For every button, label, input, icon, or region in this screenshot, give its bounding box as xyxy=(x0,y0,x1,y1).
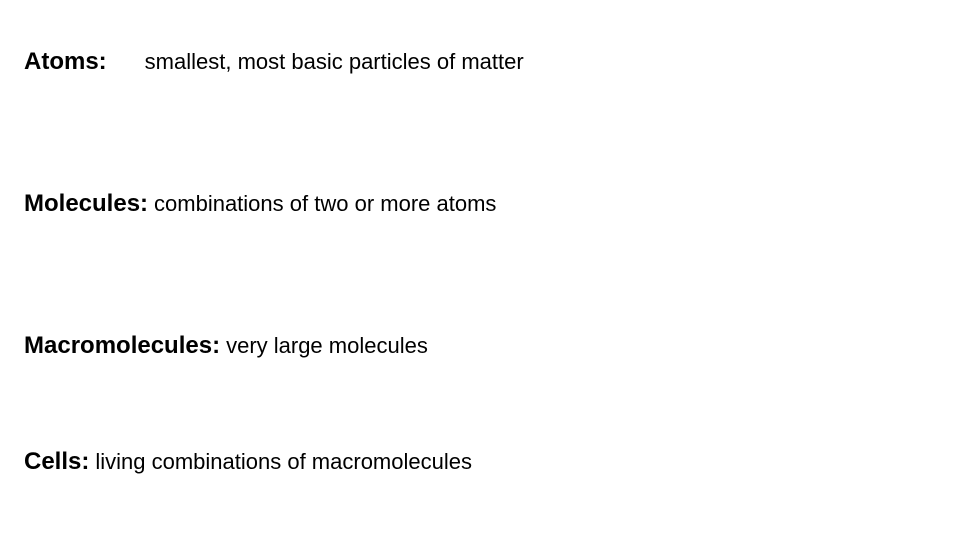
entry-cells: Cells: living combinations of macromolec… xyxy=(24,448,936,476)
term-cells: Cells: xyxy=(24,448,89,476)
definition-molecules: combinations of two or more atoms xyxy=(154,191,496,217)
entry-atoms: Atoms: smallest, most basic particles of… xyxy=(24,48,936,76)
definition-atoms: smallest, most basic particles of matter xyxy=(145,49,524,75)
term-molecules: Molecules: xyxy=(24,190,148,218)
term-macromolecules: Macromolecules: xyxy=(24,332,220,360)
definition-cells: living combinations of macromolecules xyxy=(95,449,472,475)
definition-macromolecules: very large molecules xyxy=(226,333,428,359)
entry-molecules: Molecules: combinations of two or more a… xyxy=(24,190,936,218)
slide: Atoms: smallest, most basic particles of… xyxy=(0,0,960,540)
term-atoms: Atoms: xyxy=(24,48,107,76)
entry-macromolecules: Macromolecules: very large molecules xyxy=(24,332,936,360)
